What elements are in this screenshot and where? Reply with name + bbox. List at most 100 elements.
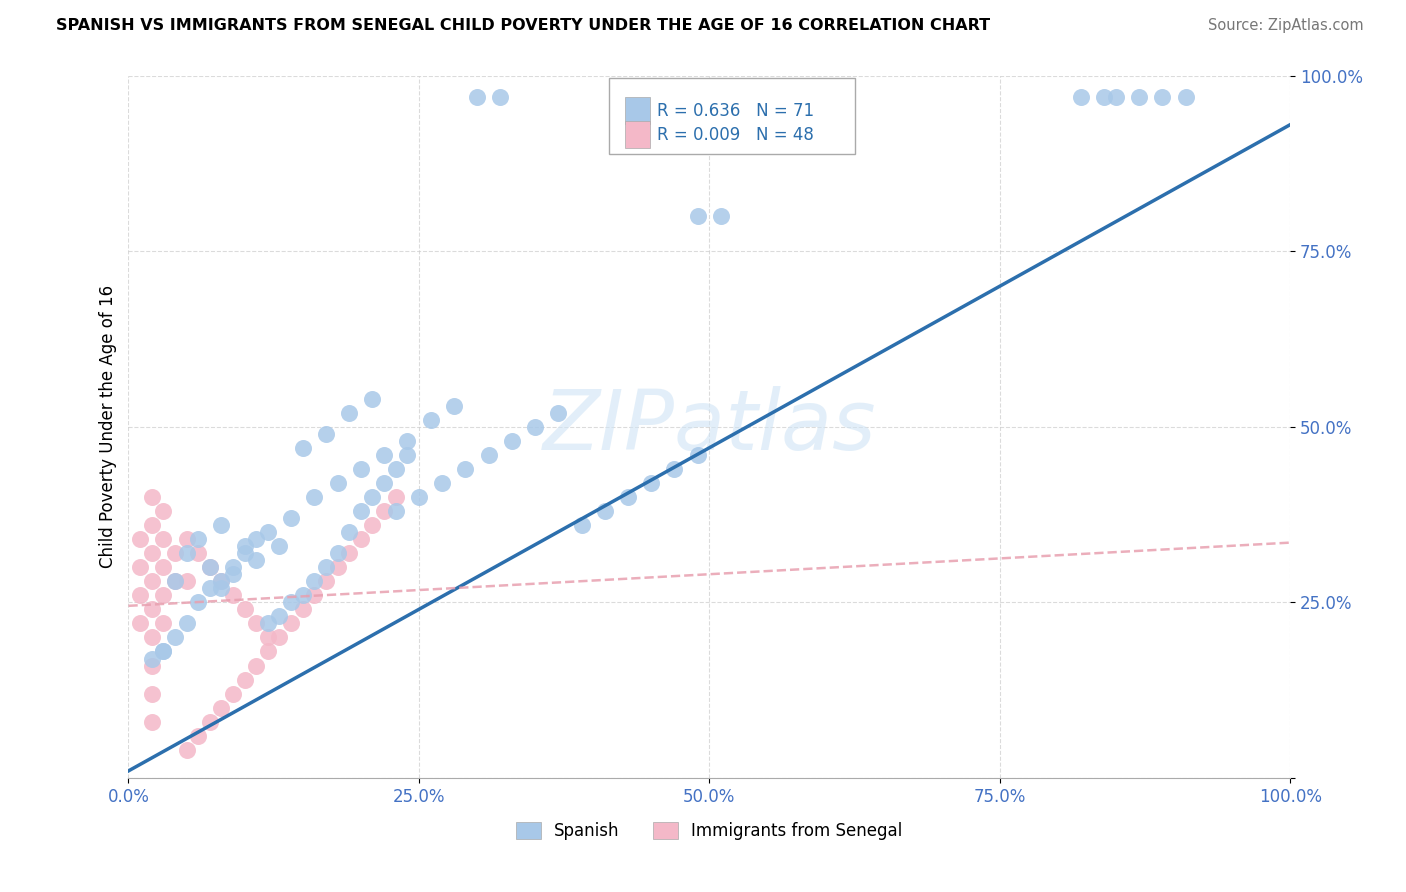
Point [152, 644, 174, 658]
Point [304, 490, 326, 504]
Point [710, 209, 733, 223]
Point [163, 546, 186, 560]
Point [141, 631, 163, 645]
Point [465, 89, 488, 103]
Point [350, 504, 373, 518]
Point [163, 574, 186, 589]
Point [350, 532, 373, 546]
Point [187, 595, 209, 609]
Point [245, 532, 267, 546]
Point [245, 553, 267, 567]
Point [176, 743, 198, 757]
Point [233, 673, 256, 687]
Point [152, 644, 174, 658]
Point [1152, 89, 1174, 103]
Point [152, 616, 174, 631]
Point [152, 588, 174, 602]
Point [152, 532, 174, 546]
Point [187, 532, 209, 546]
Point [1174, 89, 1197, 103]
Point [373, 475, 395, 490]
Text: SPANISH VS IMMIGRANTS FROM SENEGAL CHILD POVERTY UNDER THE AGE OF 16 CORRELATION: SPANISH VS IMMIGRANTS FROM SENEGAL CHILD… [56, 18, 990, 33]
Point [129, 616, 152, 631]
Point [269, 631, 291, 645]
Point [141, 574, 163, 589]
Point [664, 462, 686, 476]
Point [304, 588, 326, 602]
Point [209, 581, 232, 595]
Point [233, 546, 256, 560]
Point [233, 539, 256, 553]
Point [686, 448, 709, 462]
Point [152, 560, 174, 574]
Point [571, 518, 593, 533]
Point [141, 546, 163, 560]
Point [129, 560, 152, 574]
Point [257, 616, 280, 631]
Point [198, 581, 221, 595]
Point [129, 532, 152, 546]
Point [291, 602, 314, 616]
Point [373, 448, 395, 462]
Point [686, 209, 709, 223]
Point [280, 511, 302, 525]
Point [384, 462, 406, 476]
Point [163, 574, 186, 589]
Point [1092, 89, 1115, 103]
Point [408, 490, 430, 504]
Point [141, 658, 163, 673]
Point [291, 588, 314, 602]
Point [640, 475, 662, 490]
Point [176, 546, 198, 560]
Point [350, 462, 373, 476]
Point [257, 644, 280, 658]
Point [233, 602, 256, 616]
Point [141, 490, 163, 504]
Point [280, 616, 302, 631]
Point [326, 560, 349, 574]
Point [176, 532, 198, 546]
Point [209, 574, 232, 589]
Point [315, 574, 337, 589]
Point [141, 651, 163, 665]
Point [1070, 89, 1092, 103]
Point [547, 406, 569, 420]
Point [141, 602, 163, 616]
Point [315, 426, 337, 441]
Point [384, 490, 406, 504]
Point [257, 631, 280, 645]
Point [337, 525, 360, 540]
Point [454, 462, 477, 476]
Point [141, 687, 163, 701]
Point [337, 546, 360, 560]
Point [396, 448, 419, 462]
Point [176, 616, 198, 631]
Point [326, 546, 349, 560]
Text: R = 0.636   N = 71: R = 0.636 N = 71 [657, 102, 814, 120]
Point [222, 588, 245, 602]
Point [141, 714, 163, 729]
Legend: Spanish, Immigrants from Senegal: Spanish, Immigrants from Senegal [509, 815, 910, 847]
Point [384, 504, 406, 518]
Point [326, 475, 349, 490]
Point [280, 595, 302, 609]
Point [430, 475, 453, 490]
Point [617, 490, 640, 504]
Point [163, 631, 186, 645]
Point [129, 588, 152, 602]
Point [245, 658, 267, 673]
Point [593, 504, 616, 518]
Point [269, 539, 291, 553]
Point [315, 560, 337, 574]
Text: Source: ZipAtlas.com: Source: ZipAtlas.com [1208, 18, 1364, 33]
Y-axis label: Child Poverty Under the Age of 16: Child Poverty Under the Age of 16 [100, 285, 117, 568]
Point [222, 567, 245, 582]
Point [443, 399, 465, 413]
Point [209, 574, 232, 589]
Point [257, 525, 280, 540]
Point [222, 560, 245, 574]
Point [198, 560, 221, 574]
Point [304, 574, 326, 589]
Point [361, 518, 384, 533]
Point [489, 89, 512, 103]
